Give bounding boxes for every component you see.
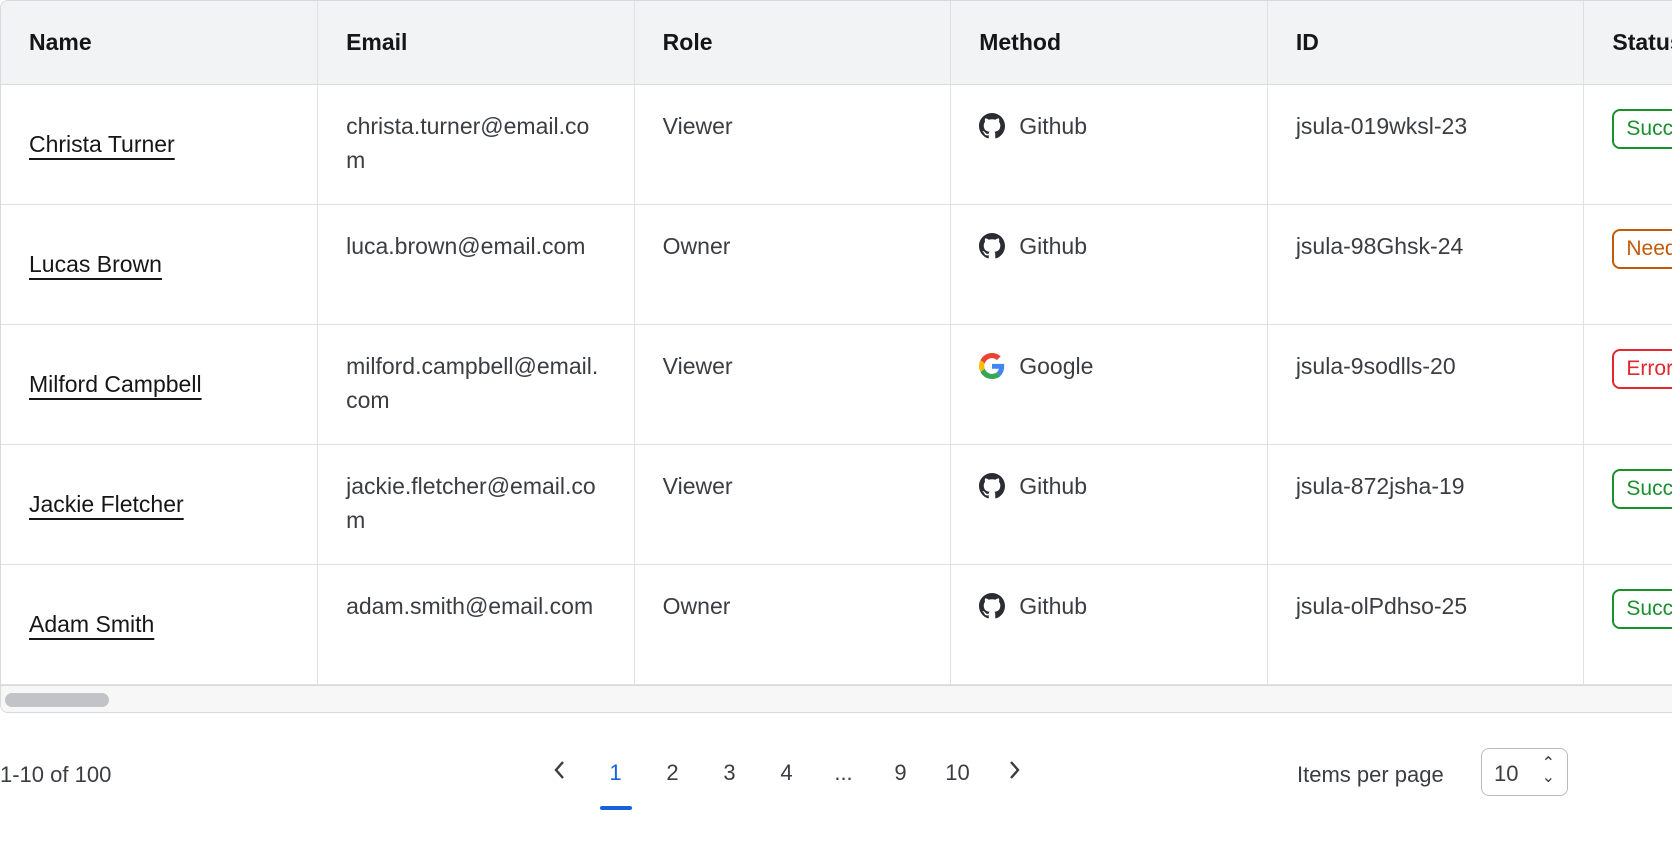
- cell-method: Github: [950, 84, 1268, 205]
- items-per-page-label: Items per page: [1297, 762, 1444, 787]
- cell-method: Github: [950, 564, 1268, 685]
- cell-method: Github: [950, 204, 1268, 325]
- github-icon: [979, 592, 1006, 618]
- cell-name: Jackie Fletcher: [1, 444, 319, 565]
- status-badge: Success: [1612, 588, 1672, 629]
- status-badge: Error: [1612, 348, 1672, 389]
- cell-role: Viewer: [634, 444, 952, 565]
- table-row: Adam Smith adam.smith@email.com Owner Gi…: [1, 564, 1672, 685]
- cell-role: Owner: [634, 564, 952, 685]
- cell-method: Google: [950, 324, 1268, 445]
- table-row: Jackie Fletcher jackie.fletcher@email.co…: [1, 444, 1672, 565]
- github-icon: [979, 112, 1006, 138]
- users-table: Name Email Role Method ID Status Christa…: [0, 0, 1672, 713]
- page-button[interactable]: 2: [666, 760, 679, 785]
- page-button[interactable]: 10: [945, 760, 970, 785]
- scrollbar-thumb[interactable]: [5, 693, 109, 707]
- cell-email: christa.turner@email.com: [317, 84, 635, 205]
- page-button[interactable]: 4: [780, 760, 793, 785]
- cell-role: Viewer: [634, 324, 952, 445]
- cell-name: Milford Campbell: [1, 324, 319, 445]
- status-badge: Success: [1612, 108, 1672, 149]
- table-row: Milford Campbell milford.campbell@email.…: [1, 324, 1672, 445]
- cell-status: Success: [1583, 444, 1672, 565]
- cell-name: Adam Smith: [1, 564, 319, 685]
- pagination-footer: 1-10 of 100 1 2 3 4... 9 10 Items per page 10…: [0, 748, 1672, 810]
- prev-page-chevron-left-icon[interactable]: [530, 759, 587, 787]
- method-label: Github: [1019, 592, 1087, 619]
- page-button[interactable]: 1: [587, 760, 644, 810]
- user-name-link[interactable]: Jackie Fletcher: [29, 490, 184, 517]
- cell-status: Needs: [1583, 204, 1672, 325]
- items-per-page-select[interactable]: 10 ⌃ ⌄: [1481, 748, 1568, 796]
- cell-email: jackie.fletcher@email.com: [317, 444, 635, 565]
- items-per-page-value: 10: [1494, 761, 1519, 786]
- next-page-chevron-right-icon[interactable]: [986, 759, 1043, 787]
- status-badge: Success: [1612, 468, 1672, 509]
- method-label: Github: [1019, 232, 1087, 259]
- table-row: Lucas Brown luca.brown@email.com Owner G…: [1, 204, 1672, 325]
- cell-id: jsula-98Ghsk-24: [1267, 204, 1585, 325]
- page-button[interactable]: 3: [723, 760, 736, 785]
- table-header: Name Email Role Method ID Status: [1, 1, 1672, 85]
- horizontal-scrollbar[interactable]: [1, 685, 1672, 712]
- status-badge: Needs: [1612, 228, 1672, 269]
- method-label: Github: [1019, 112, 1087, 139]
- method-label: Github: [1019, 472, 1087, 499]
- github-icon: [979, 232, 1006, 258]
- column-header-role[interactable]: Role: [634, 1, 952, 85]
- method-label: Google: [1019, 352, 1094, 379]
- column-header-email[interactable]: Email: [317, 1, 635, 85]
- cell-status: Error: [1583, 324, 1672, 445]
- cell-role: Owner: [634, 204, 952, 325]
- page-button[interactable]: 9: [894, 760, 907, 785]
- cell-id: jsula-olPdhso-25: [1267, 564, 1585, 685]
- range-text: 1-10 of 100: [0, 762, 112, 787]
- cell-role: Viewer: [634, 84, 952, 205]
- cell-id: jsula-872jsha-19: [1267, 444, 1585, 565]
- cell-id: jsula-9sodlls-20: [1267, 324, 1585, 445]
- cell-email: luca.brown@email.com: [317, 204, 635, 325]
- google-icon: [979, 352, 1005, 379]
- cell-email: milford.campbell@email.com: [317, 324, 635, 445]
- cell-status: Success: [1583, 564, 1672, 685]
- pagination: 1 2 3 4... 9 10: [530, 750, 1043, 810]
- cell-method: Github: [950, 444, 1268, 565]
- cell-name: Christa Turner: [1, 84, 319, 205]
- cell-name: Lucas Brown: [1, 204, 319, 325]
- chevron-up-down-icon: ⌃ ⌄: [1541, 755, 1555, 786]
- cell-id: jsula-019wksl-23: [1267, 84, 1585, 205]
- column-header-status[interactable]: Status: [1583, 1, 1672, 85]
- user-name-link[interactable]: Milford Campbell: [29, 370, 202, 397]
- user-name-link[interactable]: Adam Smith: [29, 610, 155, 637]
- column-header-id[interactable]: ID: [1267, 1, 1585, 85]
- column-header-name[interactable]: Name: [1, 1, 319, 85]
- column-header-method[interactable]: Method: [950, 1, 1268, 85]
- cell-status: Success: [1583, 84, 1672, 205]
- table-row: Christa Turner christa.turner@email.com …: [1, 84, 1672, 205]
- github-icon: [979, 472, 1006, 498]
- pagination-ellipsis: ...: [834, 760, 853, 785]
- user-name-link[interactable]: Christa Turner: [29, 130, 175, 157]
- cell-email: adam.smith@email.com: [317, 564, 635, 685]
- user-name-link[interactable]: Lucas Brown: [29, 250, 162, 277]
